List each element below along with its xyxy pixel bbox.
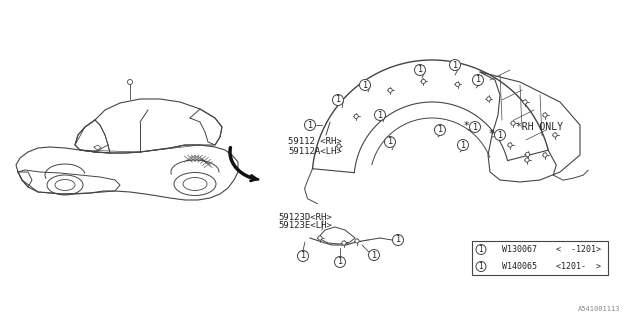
Text: 1: 1 <box>362 81 367 90</box>
Circle shape <box>495 130 506 140</box>
Text: A541001113: A541001113 <box>577 306 620 312</box>
Circle shape <box>354 114 358 118</box>
Text: 1: 1 <box>472 123 477 132</box>
Circle shape <box>525 152 530 156</box>
Circle shape <box>449 60 461 70</box>
Circle shape <box>543 153 547 157</box>
Text: 1: 1 <box>387 138 392 147</box>
Circle shape <box>369 250 380 260</box>
Circle shape <box>318 236 322 240</box>
Text: *RH ONLY: *RH ONLY <box>516 122 563 132</box>
Circle shape <box>472 75 483 85</box>
Circle shape <box>337 144 341 148</box>
Text: <1201-  >: <1201- > <box>557 262 602 271</box>
Text: 1: 1 <box>497 131 502 140</box>
Text: 1: 1 <box>396 236 401 244</box>
Circle shape <box>508 143 512 147</box>
Text: 1: 1 <box>378 110 383 119</box>
Circle shape <box>476 244 486 254</box>
Circle shape <box>374 109 385 121</box>
Circle shape <box>523 100 527 104</box>
Circle shape <box>360 79 371 91</box>
Circle shape <box>385 137 396 148</box>
Text: W130067: W130067 <box>502 245 538 254</box>
Circle shape <box>435 124 445 135</box>
Circle shape <box>553 133 557 137</box>
Text: *: * <box>488 129 494 139</box>
Text: 1: 1 <box>371 251 376 260</box>
Circle shape <box>456 82 460 86</box>
Text: 1: 1 <box>460 140 466 149</box>
Circle shape <box>470 122 481 132</box>
Circle shape <box>511 121 515 125</box>
Text: 1: 1 <box>417 66 422 75</box>
Circle shape <box>415 65 426 76</box>
Circle shape <box>355 239 359 243</box>
Text: 1: 1 <box>476 76 481 84</box>
Circle shape <box>388 88 392 92</box>
Text: 59112 <RH>: 59112 <RH> <box>288 138 342 147</box>
Text: 1: 1 <box>479 245 483 254</box>
Circle shape <box>421 79 426 84</box>
Bar <box>472 241 608 275</box>
Text: 59123E<LH>: 59123E<LH> <box>278 221 332 230</box>
Circle shape <box>543 113 547 117</box>
Text: <  -1201>: < -1201> <box>557 245 602 254</box>
Text: 1: 1 <box>307 121 312 130</box>
Text: *: * <box>463 121 469 131</box>
Circle shape <box>342 241 346 245</box>
Circle shape <box>458 140 468 150</box>
Text: 1: 1 <box>300 252 306 260</box>
Circle shape <box>392 235 403 245</box>
Circle shape <box>525 158 529 162</box>
Circle shape <box>476 261 486 271</box>
Text: 1: 1 <box>479 262 483 271</box>
Circle shape <box>298 251 308 261</box>
Text: 1: 1 <box>437 125 443 134</box>
Circle shape <box>486 97 491 101</box>
Text: 1: 1 <box>337 258 342 267</box>
Text: W140065: W140065 <box>502 262 538 271</box>
Circle shape <box>333 94 344 106</box>
Circle shape <box>305 119 316 131</box>
Text: 1: 1 <box>452 60 458 69</box>
Text: 59123D<RH>: 59123D<RH> <box>278 212 332 221</box>
Circle shape <box>335 257 346 268</box>
Text: 59112A<LH>: 59112A<LH> <box>288 147 342 156</box>
Text: 1: 1 <box>335 95 340 105</box>
